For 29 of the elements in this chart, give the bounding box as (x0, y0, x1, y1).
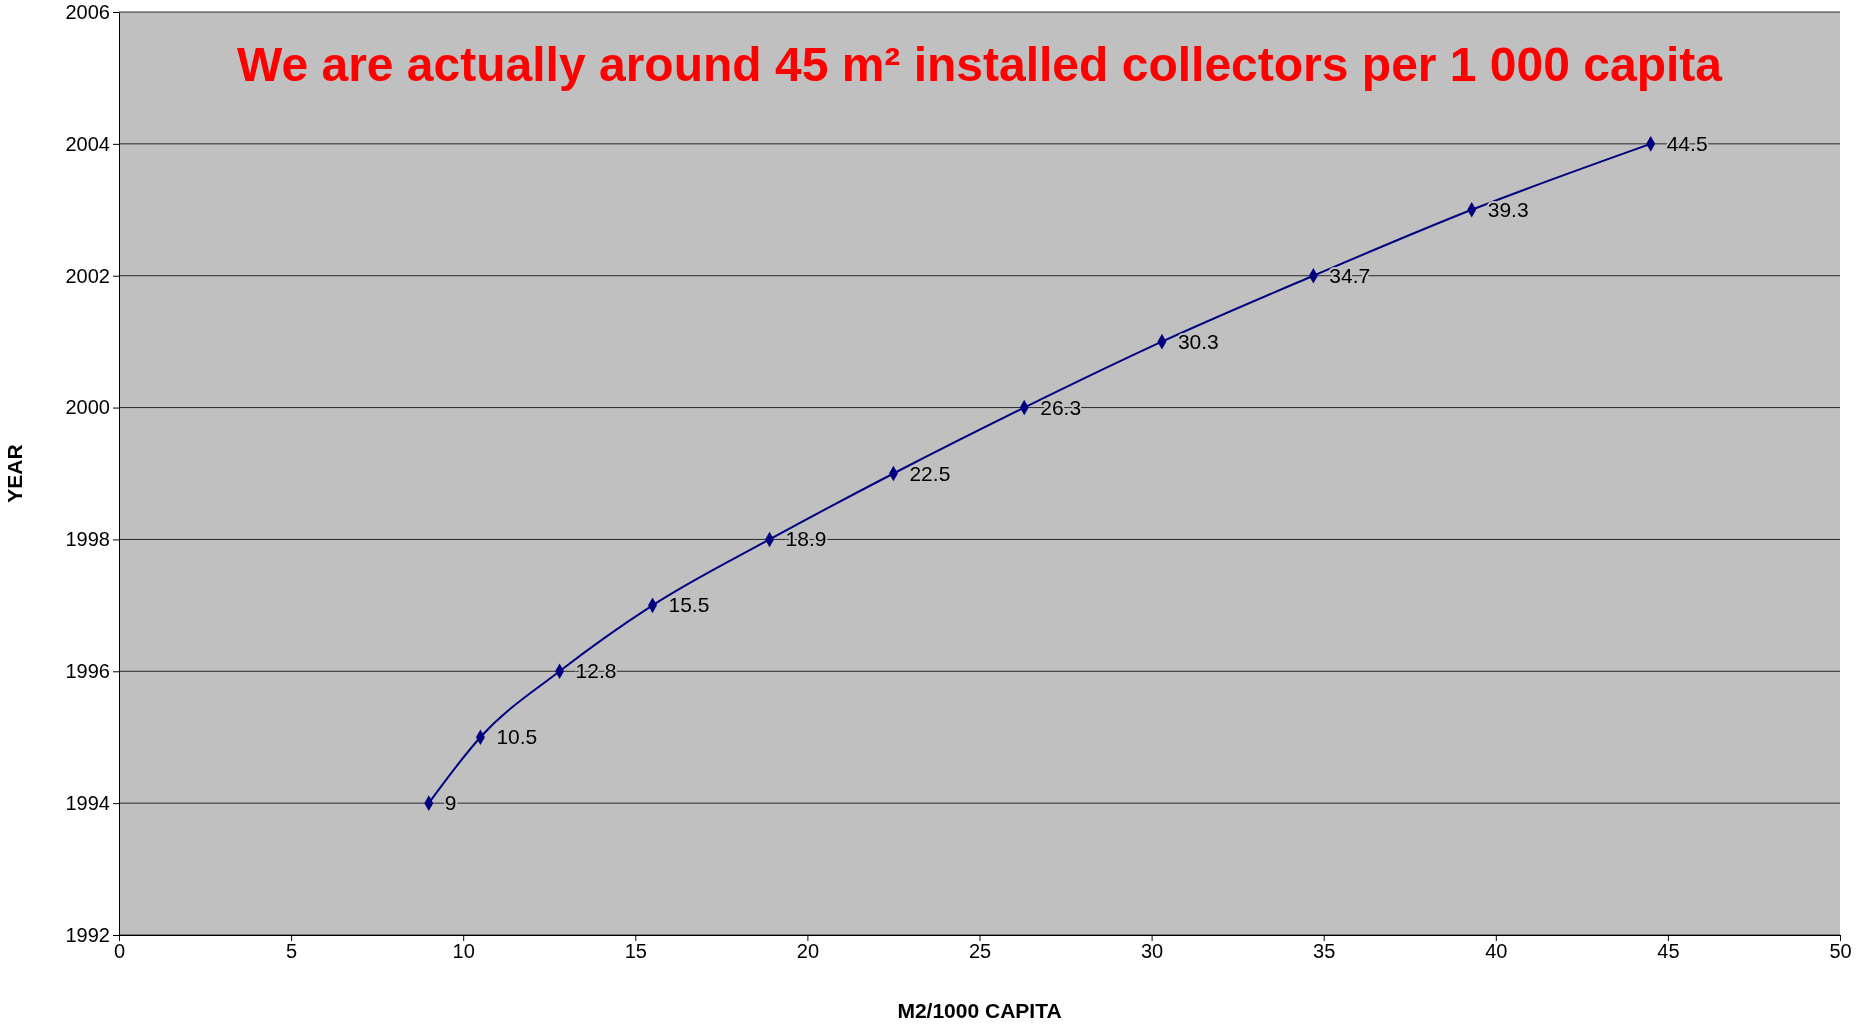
annotation: 39.3 (1487, 197, 1529, 221)
x-tick-label: 40 (1485, 940, 1508, 963)
x-tick-label: 20 (796, 940, 820, 963)
x-tick-label: 25 (968, 940, 992, 963)
y-axis-title: YEAR (3, 444, 26, 503)
y-tick-label: 1998 (65, 528, 110, 551)
x-axis-title: M2/1000 CAPITA (897, 999, 1062, 1022)
y-tick-label: 1994 (65, 792, 110, 815)
y-tick-label: 2006 (65, 0, 110, 23)
x-tick-label: 0 (113, 940, 126, 963)
annotation: 10.5 (496, 725, 538, 749)
x-tick-label: 10 (452, 940, 475, 963)
y-tick-label: 1992 (65, 923, 110, 946)
y-tick-label: 1996 (65, 660, 110, 683)
y-tick-label: 2002 (65, 264, 110, 287)
y-tick-label: 2004 (65, 132, 110, 155)
x-tick-label: 50 (1829, 940, 1852, 963)
x-tick-label: 5 (286, 940, 298, 963)
annotation: 9 (444, 791, 457, 815)
x-tick-label: 35 (1313, 940, 1336, 963)
annotation: 30.3 (1177, 329, 1219, 353)
x-tick-label: 15 (624, 940, 647, 963)
x-tick-label: 45 (1657, 940, 1680, 963)
annotation: We are actually around 45 m² installed collectors per 1 000 capita (236, 37, 1723, 91)
annotation: 44.5 (1666, 131, 1708, 155)
y-tick-label: 2000 (65, 396, 110, 419)
annotation: 22.5 (909, 461, 951, 485)
annotation: 15.5 (668, 593, 710, 617)
x-tick-label: 30 (1140, 940, 1164, 963)
